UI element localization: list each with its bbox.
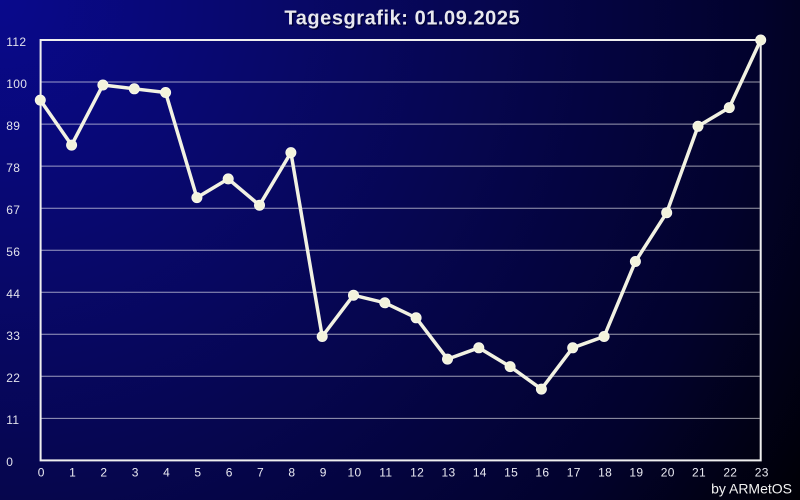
svg-text:23: 23 (755, 466, 769, 480)
svg-text:14: 14 (473, 466, 487, 480)
svg-text:100: 100 (6, 77, 27, 91)
svg-text:16: 16 (535, 466, 549, 480)
svg-text:67: 67 (6, 203, 20, 217)
svg-text:10: 10 (348, 466, 362, 480)
svg-text:20: 20 (661, 466, 675, 480)
svg-text:112: 112 (6, 35, 26, 49)
svg-text:15: 15 (504, 466, 518, 480)
svg-text:18: 18 (598, 466, 612, 480)
svg-text:13: 13 (442, 466, 456, 480)
svg-text:Tagesgrafik: 01.09.2025: Tagesgrafik: 01.09.2025 (286, 9, 522, 31)
svg-text:7: 7 (257, 466, 264, 480)
svg-text:33: 33 (6, 329, 20, 343)
svg-text:1: 1 (69, 466, 76, 480)
svg-text:21: 21 (692, 466, 706, 480)
svg-text:12: 12 (410, 466, 424, 480)
svg-text:4: 4 (163, 466, 170, 480)
svg-text:by ARMetOS: by ARMetOS (711, 481, 792, 497)
svg-text:0: 0 (38, 466, 45, 480)
svg-text:9: 9 (320, 466, 327, 480)
svg-text:5: 5 (194, 466, 201, 480)
svg-text:Tagesgrafik: 01.09.2025: Tagesgrafik: 01.09.2025 (284, 7, 520, 29)
svg-text:89: 89 (6, 119, 20, 133)
svg-text:22: 22 (723, 466, 737, 480)
svg-text:0: 0 (6, 455, 13, 469)
svg-text:56: 56 (6, 245, 20, 259)
svg-text:44: 44 (6, 287, 20, 301)
svg-text:6: 6 (226, 466, 233, 480)
svg-text:11: 11 (6, 413, 19, 427)
svg-text:78: 78 (6, 161, 20, 175)
svg-text:8: 8 (288, 466, 295, 480)
svg-text:22: 22 (6, 371, 20, 385)
svg-text:17: 17 (567, 466, 581, 480)
svg-text:19: 19 (629, 466, 643, 480)
svg-text:2: 2 (100, 466, 107, 480)
svg-text:3: 3 (132, 466, 139, 480)
svg-text:11: 11 (379, 466, 392, 480)
